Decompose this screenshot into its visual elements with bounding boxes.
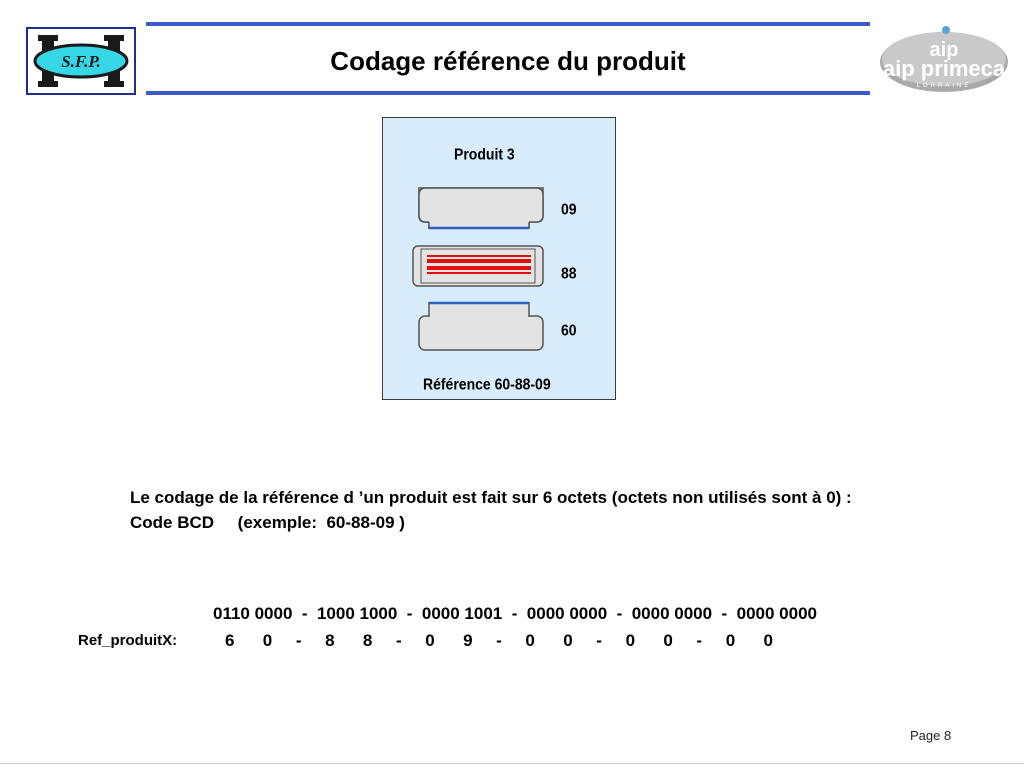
svg-text:aip: aip xyxy=(930,39,959,61)
slot-bottom xyxy=(418,315,544,351)
page-number: Page 8 xyxy=(910,728,952,743)
sfp-logo: S.F.P. xyxy=(26,27,136,95)
product-diagram-panel: Produit 3 09 88 60 Référence 60-88-09 xyxy=(382,117,616,400)
footer-rule xyxy=(0,763,1024,764)
page-title: Codage référence du produit xyxy=(330,46,686,76)
sfp-logo-text: S.F.P. xyxy=(61,52,101,71)
ref-produit-label: Ref_produitX: xyxy=(78,632,178,649)
product-label: Produit 3 xyxy=(454,145,515,163)
product-diagram xyxy=(412,187,544,351)
description: Le codage de la référence d ’un produit … xyxy=(130,485,852,535)
reference-label: Référence 60-88-09 xyxy=(423,375,551,393)
description-line-1: Le codage de la référence d ’un produit … xyxy=(130,488,852,507)
byte-label-60: 60 xyxy=(561,321,577,339)
header-rule-top xyxy=(146,22,870,26)
decimal-encoding: 6 0 - 8 8 - 0 9 - 0 0 - 0 0 - 0 0 xyxy=(225,631,773,650)
aip-logo-text: aip primeca xyxy=(883,56,1006,81)
byte-label-88: 88 xyxy=(561,264,577,282)
header-rule-bottom xyxy=(146,91,870,95)
binary-encoding: 0110 0000 - 1000 1000 - 0000 1001 - 0000… xyxy=(213,604,817,623)
description-line-2: Code BCD (exemple: 60-88-09 ) xyxy=(130,513,405,532)
aip-primeca-logo: aip aip primeca LORRAINE xyxy=(878,24,1010,94)
aip-logo-subtext: LORRAINE xyxy=(917,83,972,89)
byte-label-09: 09 xyxy=(561,200,577,218)
